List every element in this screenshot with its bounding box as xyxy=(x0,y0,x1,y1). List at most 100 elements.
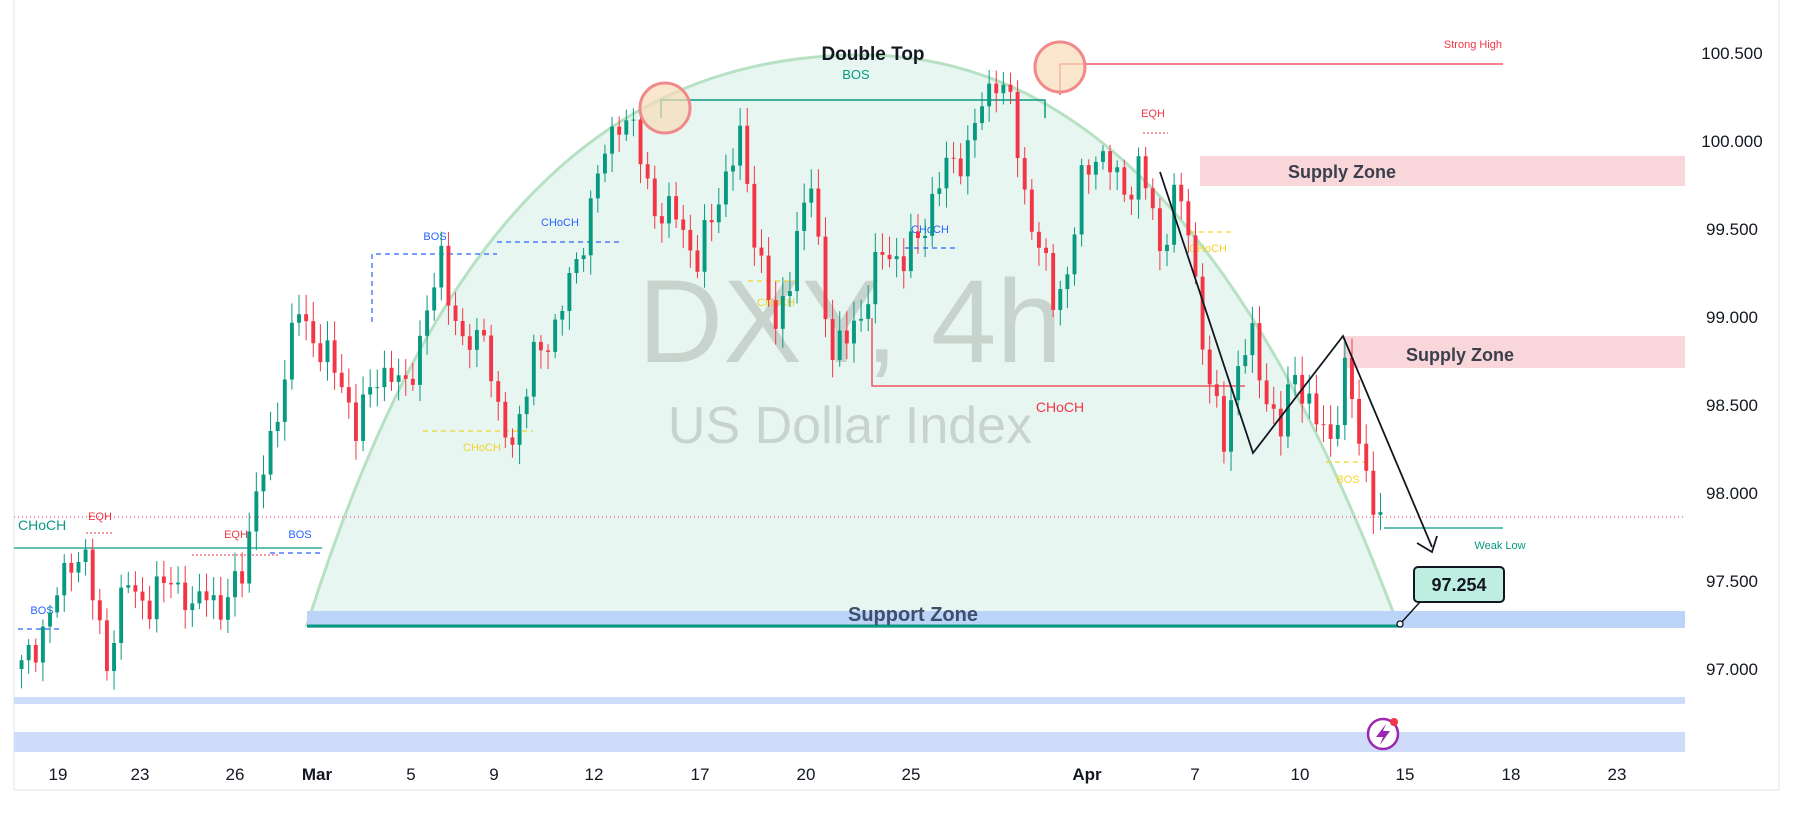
candle-body xyxy=(211,595,216,601)
watermark-symbol: DXY, 4h xyxy=(638,256,1062,388)
candle-body xyxy=(382,367,387,388)
candle-body xyxy=(1157,208,1162,252)
strong-high-label: Strong High xyxy=(1444,39,1502,51)
candle-body xyxy=(965,140,970,177)
candle-body xyxy=(40,626,45,663)
candle-body xyxy=(1086,165,1091,175)
candle-body xyxy=(104,620,109,672)
candle-body xyxy=(1079,165,1084,235)
choch-label-blue-1: CHoCH xyxy=(541,217,579,229)
y-tick-label: 97.000 xyxy=(1706,660,1758,679)
x-tick-label: 9 xyxy=(489,765,498,784)
candle-body xyxy=(69,562,74,573)
candle-body xyxy=(780,296,785,329)
choch-label-yellow-1: CHoCH xyxy=(463,442,501,454)
x-tick-label: 15 xyxy=(1396,765,1415,784)
candle-body xyxy=(958,158,963,177)
candle-body xyxy=(247,531,252,584)
candle-body xyxy=(752,183,757,248)
candle-body xyxy=(282,379,287,422)
candle-body xyxy=(1101,151,1105,162)
structure-lines: BOS Strong High CHoCH Weak Low CHoCH BOS… xyxy=(14,39,1526,630)
candle-body xyxy=(446,245,451,306)
candle-body xyxy=(1143,156,1148,189)
candle-body xyxy=(297,314,301,323)
y-tick-label: 98.000 xyxy=(1706,484,1758,503)
candle-body xyxy=(745,125,750,184)
candle-body xyxy=(617,126,622,135)
target-box xyxy=(1413,566,1505,603)
candle-body xyxy=(731,165,735,172)
candle-body xyxy=(830,319,835,360)
candle-body xyxy=(275,421,280,432)
candle-body xyxy=(681,219,686,230)
candle-body xyxy=(161,576,166,584)
candle-body xyxy=(852,320,856,344)
candle-body xyxy=(183,582,188,611)
candle-body xyxy=(951,157,956,159)
x-tick-label: 23 xyxy=(131,765,150,784)
candle-body xyxy=(140,591,145,601)
lightning-icon[interactable] xyxy=(1366,717,1400,751)
candle-body xyxy=(738,125,743,166)
candle-body xyxy=(225,597,230,620)
x-tick-label: 19 xyxy=(49,765,68,784)
candle-body xyxy=(1236,366,1241,401)
candle-body xyxy=(1136,156,1141,200)
x-tick-label: 5 xyxy=(406,765,415,784)
candle-body xyxy=(567,273,572,311)
candle-body xyxy=(268,431,273,475)
candle-body xyxy=(432,287,437,311)
candle-body xyxy=(517,414,522,445)
candle-body xyxy=(496,381,501,402)
candle-body xyxy=(602,153,607,174)
x-tick-label: Apr xyxy=(1072,765,1102,784)
candle-body xyxy=(33,644,38,663)
candle-body xyxy=(1364,443,1369,471)
candle-body xyxy=(439,245,444,288)
candle-body xyxy=(923,235,928,239)
candle-body xyxy=(169,583,173,585)
candle-body xyxy=(1357,398,1362,444)
candle-body xyxy=(1314,393,1319,425)
candle-body xyxy=(425,310,430,336)
candle-body xyxy=(638,119,643,165)
candle-body xyxy=(133,585,138,592)
candle-body xyxy=(90,549,95,601)
candle-body xyxy=(119,587,124,643)
y-tick-label: 99.500 xyxy=(1706,220,1758,239)
candle-body xyxy=(980,106,984,124)
candle-body xyxy=(1285,384,1290,437)
candle-body xyxy=(930,193,935,236)
candle-body xyxy=(76,561,81,573)
bos-label-blue-3: BOS xyxy=(30,605,53,617)
y-tick-label: 99.000 xyxy=(1706,308,1758,327)
candle-body xyxy=(1335,425,1340,439)
y-tick-label: 98.500 xyxy=(1706,396,1758,415)
candle-body xyxy=(816,188,821,237)
candle-body xyxy=(538,341,543,351)
supply-zone-lower-label: Supply Zone xyxy=(1406,345,1514,365)
candle-body xyxy=(332,340,337,373)
candle-body xyxy=(809,188,814,203)
candle-body xyxy=(289,322,294,380)
candle-body xyxy=(467,336,472,350)
candle-body xyxy=(1115,167,1120,173)
weak-low-label: Weak Low xyxy=(1474,540,1525,552)
candle-body xyxy=(859,318,864,321)
candle-body xyxy=(1200,276,1205,350)
candle-body xyxy=(1221,396,1226,452)
candle-body xyxy=(240,571,245,584)
candle-body xyxy=(361,394,366,441)
candle-body xyxy=(1293,374,1298,385)
candle-body xyxy=(1243,355,1248,367)
candle-body xyxy=(1051,253,1056,310)
candle-body xyxy=(908,231,913,272)
bos-label-blue-2: BOS xyxy=(288,529,311,541)
choch-label-green: CHoCH xyxy=(18,517,66,533)
candle-body xyxy=(802,202,807,232)
candle-body xyxy=(773,300,778,329)
candle-body xyxy=(524,396,529,415)
candle-body xyxy=(574,259,579,274)
bos-label-blue-1: BOS xyxy=(423,231,446,243)
